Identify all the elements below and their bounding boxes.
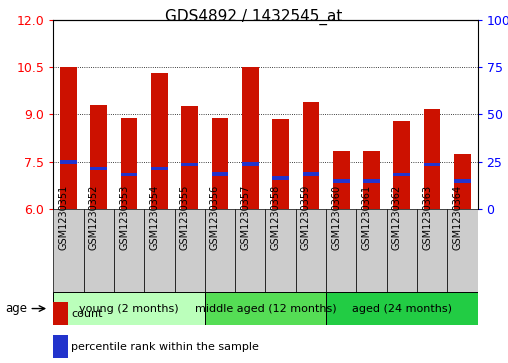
Bar [447,209,478,314]
Bar [53,292,205,325]
Bar [205,292,326,325]
Bar [60,66,77,209]
Bar [393,121,410,209]
Bar [205,209,235,314]
Bar [151,73,168,209]
Bar [356,209,387,314]
Bar [296,209,326,314]
Text: percentile rank within the sample: percentile rank within the sample [71,342,259,352]
Text: GSM1230360: GSM1230360 [331,184,341,250]
Text: GSM1230362: GSM1230362 [392,184,402,250]
Bar [454,154,471,209]
Bar [303,172,319,176]
Text: age: age [5,302,27,315]
Bar [212,172,228,176]
Text: GSM1230363: GSM1230363 [422,184,432,250]
Bar [333,179,350,183]
Bar [333,151,350,209]
Bar [212,118,228,209]
Text: young (2 months): young (2 months) [79,303,179,314]
Bar [84,209,114,314]
Bar [242,67,259,209]
Bar [424,109,440,209]
Bar [53,302,68,325]
Text: GSM1230358: GSM1230358 [271,184,280,250]
Text: aged (24 months): aged (24 months) [352,303,452,314]
Text: GSM1230357: GSM1230357 [240,184,250,250]
Text: count: count [71,309,103,319]
Bar [53,209,84,314]
Bar [181,163,198,166]
Bar [151,167,168,170]
Bar [242,162,259,166]
Text: GSM1230352: GSM1230352 [89,184,99,250]
Bar [363,151,380,209]
Text: GSM1230356: GSM1230356 [210,184,220,250]
Bar [235,209,265,314]
Text: middle aged (12 months): middle aged (12 months) [195,303,336,314]
Bar [53,335,68,358]
Bar [363,179,380,183]
Bar [272,176,289,180]
Bar [60,160,77,164]
Bar [265,209,296,314]
Bar [303,102,319,209]
Bar [417,209,447,314]
Text: GSM1230361: GSM1230361 [362,184,371,250]
Text: GSM1230351: GSM1230351 [58,184,69,250]
Text: GSM1230355: GSM1230355 [180,184,189,250]
Text: GSM1230354: GSM1230354 [149,184,160,250]
Bar [90,105,107,209]
Bar [454,179,471,183]
Bar [326,292,478,325]
Bar [175,209,205,314]
Text: GDS4892 / 1432545_at: GDS4892 / 1432545_at [165,9,343,25]
Bar [272,119,289,209]
Bar [121,118,138,209]
Bar [144,209,175,314]
Bar [121,173,138,176]
Bar [326,209,356,314]
Bar [181,106,198,209]
Bar [393,173,410,176]
Bar [90,167,107,170]
Text: GSM1230359: GSM1230359 [301,184,311,250]
Text: GSM1230364: GSM1230364 [452,184,462,250]
Bar [114,209,144,314]
Bar [387,209,417,314]
Bar [424,163,440,166]
Text: GSM1230353: GSM1230353 [119,184,129,250]
